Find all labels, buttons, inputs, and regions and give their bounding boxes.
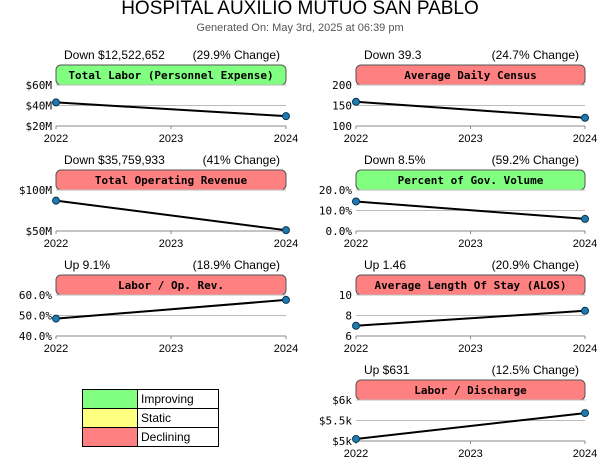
y-tick-label: 200 — [332, 79, 352, 92]
x-tick-label: 2024 — [573, 343, 597, 355]
change-value: Down $35,759,933 — [64, 153, 165, 167]
data-point — [282, 295, 290, 304]
legend-item-static: Static — [83, 408, 218, 427]
x-tick-label: 2022 — [44, 343, 68, 355]
data-point — [52, 98, 60, 107]
x-tick-label: 2023 — [458, 343, 482, 355]
chart-title: Labor / Op. Rev. — [118, 279, 224, 292]
x-tick-label: 2024 — [274, 343, 298, 355]
series-line — [55, 298, 287, 320]
x-tick-label: 2023 — [458, 133, 482, 145]
x-tick-label: 2022 — [344, 343, 368, 355]
change-percent: (20.9% Change) — [492, 258, 579, 272]
x-tick-label: 2024 — [274, 133, 298, 145]
x-tick-label: 2024 — [573, 133, 597, 145]
change-percent: (12.5% Change) — [492, 363, 579, 377]
page-subtitle: Generated On: May 3rd, 2025 at 06:39 pm — [196, 22, 404, 34]
y-tick-label: $6k — [332, 394, 352, 407]
chart-title: Average Length Of Stay (ALOS) — [374, 279, 566, 292]
x-tick-label: 2024 — [573, 238, 597, 250]
x-tick-label: 2022 — [44, 133, 68, 145]
legend-label: Improving — [141, 392, 194, 406]
y-tick-label: 10 — [339, 289, 352, 302]
series-line — [355, 412, 586, 440]
data-point — [581, 113, 589, 122]
series-line — [355, 309, 586, 327]
y-tick-label: 150 — [332, 100, 352, 113]
data-point — [352, 434, 360, 443]
x-tick-label: 2024 — [274, 238, 298, 250]
chart-title: Total Labor (Personnel Expense) — [68, 69, 273, 82]
y-tick-label: $50M — [26, 225, 53, 238]
data-point — [581, 306, 589, 315]
y-tick-label: $20M — [26, 120, 53, 133]
chart-title: Average Daily Census — [404, 69, 536, 82]
change-percent: (18.9% Change) — [193, 258, 280, 272]
y-tick-label: 0.0% — [326, 225, 353, 238]
data-point — [52, 196, 60, 205]
legend-item-declining: Declining — [83, 427, 218, 446]
y-tick-label: 10.0% — [319, 205, 352, 218]
y-tick-label: 60.0% — [19, 289, 52, 302]
change-percent: (59.2% Change) — [492, 153, 579, 167]
legend-swatch — [83, 390, 138, 408]
legend-swatch — [83, 428, 138, 446]
chart-title: Percent of Gov. Volume — [398, 174, 544, 187]
x-tick-label: 2022 — [344, 448, 368, 460]
x-tick-label: 2022 — [344, 238, 368, 250]
y-tick-label: $100M — [19, 184, 52, 197]
series-line — [355, 100, 586, 119]
y-tick-label: 50.0% — [19, 310, 52, 323]
change-percent: (41% Change) — [203, 153, 280, 167]
x-tick-label: 2023 — [159, 133, 183, 145]
series-line — [55, 101, 287, 118]
y-tick-label: $5.5k — [319, 415, 352, 428]
change-value: Up $631 — [364, 363, 410, 377]
x-tick-label: 2023 — [458, 448, 482, 460]
change-value: Down 39.3 — [364, 48, 422, 62]
y-tick-label: 40.0% — [19, 330, 52, 343]
page-title: HOSPITAL AUXILIO MUTUO SAN PABLO — [121, 0, 479, 19]
change-value: Up 1.46 — [364, 258, 406, 272]
change-percent: (29.9% Change) — [193, 48, 280, 62]
x-tick-label: 2024 — [573, 448, 597, 460]
data-point — [352, 197, 360, 206]
change-value: Down $12,522,652 — [64, 48, 165, 62]
legend: Improving Static Declining — [82, 389, 219, 447]
series-line — [355, 200, 586, 220]
y-tick-label: $60M — [26, 79, 53, 92]
series-line — [55, 199, 287, 232]
change-value: Up 9.1% — [64, 258, 110, 272]
chart-title: Labor / Discharge — [414, 384, 527, 397]
legend-swatch — [83, 409, 138, 427]
change-percent: (24.7% Change) — [492, 48, 579, 62]
x-tick-label: 2023 — [458, 238, 482, 250]
data-point — [282, 226, 290, 235]
y-tick-label: 100 — [332, 120, 352, 133]
data-point — [352, 321, 360, 330]
y-tick-label: $40M — [26, 100, 53, 113]
y-tick-label: 20.0% — [319, 184, 352, 197]
legend-label: Declining — [141, 430, 191, 444]
data-point — [581, 214, 589, 223]
x-tick-label: 2022 — [44, 238, 68, 250]
legend-item-improving: Improving — [83, 390, 218, 408]
x-tick-label: 2023 — [159, 343, 183, 355]
y-tick-label: 8 — [345, 310, 352, 323]
x-tick-label: 2023 — [159, 238, 183, 250]
y-tick-label: 6 — [345, 330, 352, 343]
x-tick-label: 2022 — [344, 133, 368, 145]
change-value: Down 8.5% — [364, 153, 426, 167]
data-point — [52, 314, 60, 323]
y-tick-label: $5k — [332, 435, 352, 448]
data-point — [352, 97, 360, 106]
chart-title: Total Operating Revenue — [95, 174, 248, 187]
legend-label: Static — [141, 411, 172, 425]
data-point — [282, 112, 290, 121]
data-point — [581, 409, 589, 418]
